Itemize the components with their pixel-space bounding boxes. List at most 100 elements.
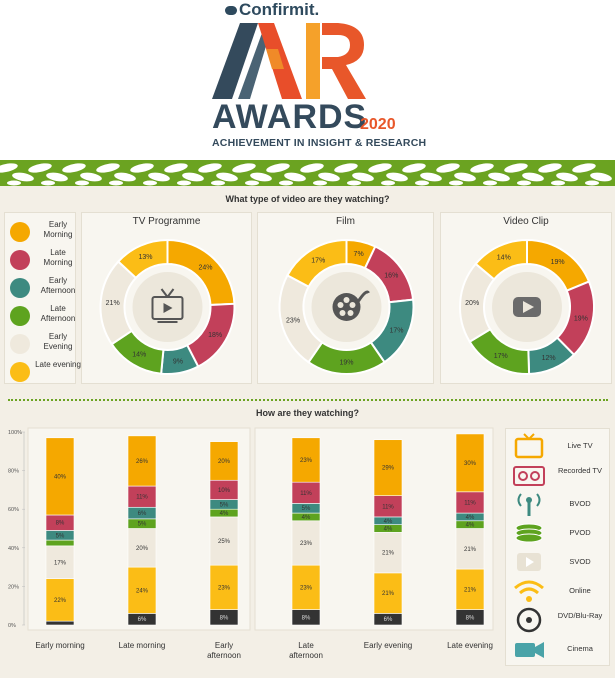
- legend-item: Late Morning: [5, 245, 79, 279]
- bar-segment: [209, 441, 239, 481]
- x-category-label: afternoon: [207, 651, 241, 660]
- bar-value-label: 11%: [136, 495, 148, 501]
- film-reel-icon: [332, 290, 370, 321]
- legend-label: Late evening: [35, 360, 81, 369]
- bar-value-label: 26%: [136, 459, 149, 465]
- section2-title: How are they watching?: [255, 408, 360, 418]
- x-category-label: Late morning: [119, 641, 166, 650]
- film-panel: Film 7% 16% 17% 19% 23% 17%: [257, 212, 434, 384]
- bar-segment: [455, 568, 485, 610]
- device-legend-item: Live TV: [506, 433, 609, 461]
- section1-title: What type of video are they watching?: [225, 194, 390, 204]
- leaf-border: [0, 160, 615, 186]
- video-clip-title: Video Clip: [503, 216, 549, 227]
- legend-swatch: [10, 250, 30, 270]
- tv-programme-title: TV Programme: [132, 216, 201, 227]
- branding-header: Confirmit. AWARDS 2020 ACHIEVEMENT IN IN…: [0, 0, 615, 186]
- slice-label: 14%: [132, 352, 146, 359]
- slice-label: 20%: [465, 300, 479, 307]
- bar-value-label: 5%: [220, 502, 229, 508]
- bar-value-label: 8%: [302, 615, 311, 621]
- slice-label: 18%: [208, 332, 222, 339]
- device-label: Live TV: [567, 441, 593, 450]
- y-tick-label: 100%: [8, 430, 22, 436]
- chat-bubble-icon: [225, 6, 237, 16]
- legend-label: Early Afternoon: [40, 276, 76, 295]
- bar-segment: [45, 545, 75, 579]
- device-label: Online: [569, 586, 591, 595]
- film-title: Film: [336, 216, 355, 227]
- bar-value-label: 20%: [136, 546, 149, 552]
- y-tick-label: 20%: [8, 584, 19, 590]
- bar-segment: [45, 437, 75, 516]
- donut-slice: [286, 238, 348, 289]
- video-clip-panel: Video Clip 19% 19% 12% 17% 20% 14%: [440, 212, 612, 384]
- bar-segment: [127, 435, 157, 487]
- device-label: SVOD: [569, 557, 591, 566]
- bar-value-label: 4%: [466, 515, 475, 521]
- bar-value-label: 23%: [300, 585, 313, 591]
- x-category-label: afternoon: [289, 651, 323, 660]
- bar-segment: [455, 528, 485, 570]
- bar-value-label: 6%: [384, 617, 393, 623]
- bar-segment: [291, 564, 321, 610]
- time-legend: Early Morning Late Morning Early Afternoon…: [4, 212, 81, 384]
- device-label: Recorded TV: [557, 466, 603, 475]
- tv-programme-donut: 24% 18% 9% 14% 21% 13%: [99, 238, 236, 375]
- recorder-icon: [513, 466, 545, 486]
- bar-value-label: 4%: [302, 515, 311, 521]
- company-name: Confirmit.: [239, 0, 320, 19]
- x-category-label: Late evening: [447, 641, 493, 650]
- legend-swatch: [10, 222, 30, 242]
- legend-swatch: [10, 306, 30, 326]
- slice-label: 17%: [311, 257, 325, 264]
- bar-value-label: 4%: [220, 511, 229, 517]
- legend-item: Early Afternoon: [5, 273, 79, 307]
- air-logo: [212, 23, 366, 99]
- x-category-label: Early: [215, 641, 233, 650]
- tv-icon: [514, 433, 544, 459]
- bar-value-label: 21%: [464, 587, 477, 593]
- company-logo: Confirmit.: [225, 0, 319, 20]
- bar-value-label: 21%: [382, 551, 395, 557]
- bar-value-label: 29%: [382, 466, 395, 472]
- legend-item: Late evening: [5, 357, 81, 391]
- awards-wordmark: AWARDS: [212, 98, 368, 136]
- bar-value-label: 6%: [138, 511, 147, 517]
- bar-value-label: 20%: [218, 459, 231, 465]
- bar-value-label: 11%: [300, 491, 312, 497]
- award-tagline: ACHIEVEMENT IN INSIGHT & RESEARCH: [212, 137, 427, 149]
- x-category-label: Early evening: [364, 641, 412, 650]
- bar-segment: [45, 578, 75, 622]
- bar-value-label: 5%: [302, 506, 311, 512]
- broadcast-icon: [517, 493, 541, 516]
- bar-segment: [45, 620, 75, 626]
- bar-value-label: 22%: [54, 598, 67, 604]
- bar-segment: [209, 564, 239, 610]
- y-tick-label: 80%: [8, 469, 19, 475]
- slice-label: 9%: [173, 359, 183, 366]
- legend-item: Early Morning: [5, 217, 79, 251]
- bar-value-label: 23%: [300, 541, 313, 547]
- bar-value-label: 4%: [384, 519, 393, 525]
- slice-label: 17%: [390, 327, 404, 334]
- bar-value-label: 23%: [300, 458, 313, 464]
- wifi-icon: [514, 580, 544, 602]
- bar-segment: [45, 539, 75, 547]
- slice-label: 14%: [497, 255, 511, 262]
- slice-label: 19%: [551, 259, 565, 266]
- film-donut: 7% 16% 17% 19% 23% 17%: [278, 238, 415, 375]
- device-label: BVOD: [569, 499, 591, 508]
- y-tick-label: 40%: [8, 546, 19, 552]
- play-subscription-icon: [517, 553, 541, 571]
- bar-value-label: 11%: [382, 504, 394, 510]
- bar-value-label: 8%: [466, 615, 475, 621]
- bar-value-label: 17%: [54, 560, 67, 566]
- slice-label: 16%: [384, 273, 398, 280]
- bar-segment: [127, 528, 157, 568]
- slice-label: 24%: [198, 265, 212, 272]
- y-tick-label: 60%: [8, 507, 19, 513]
- device-legend-item: BVOD: [506, 491, 609, 519]
- bar-segment: [373, 532, 403, 574]
- x-category-label: Early morning: [35, 641, 84, 650]
